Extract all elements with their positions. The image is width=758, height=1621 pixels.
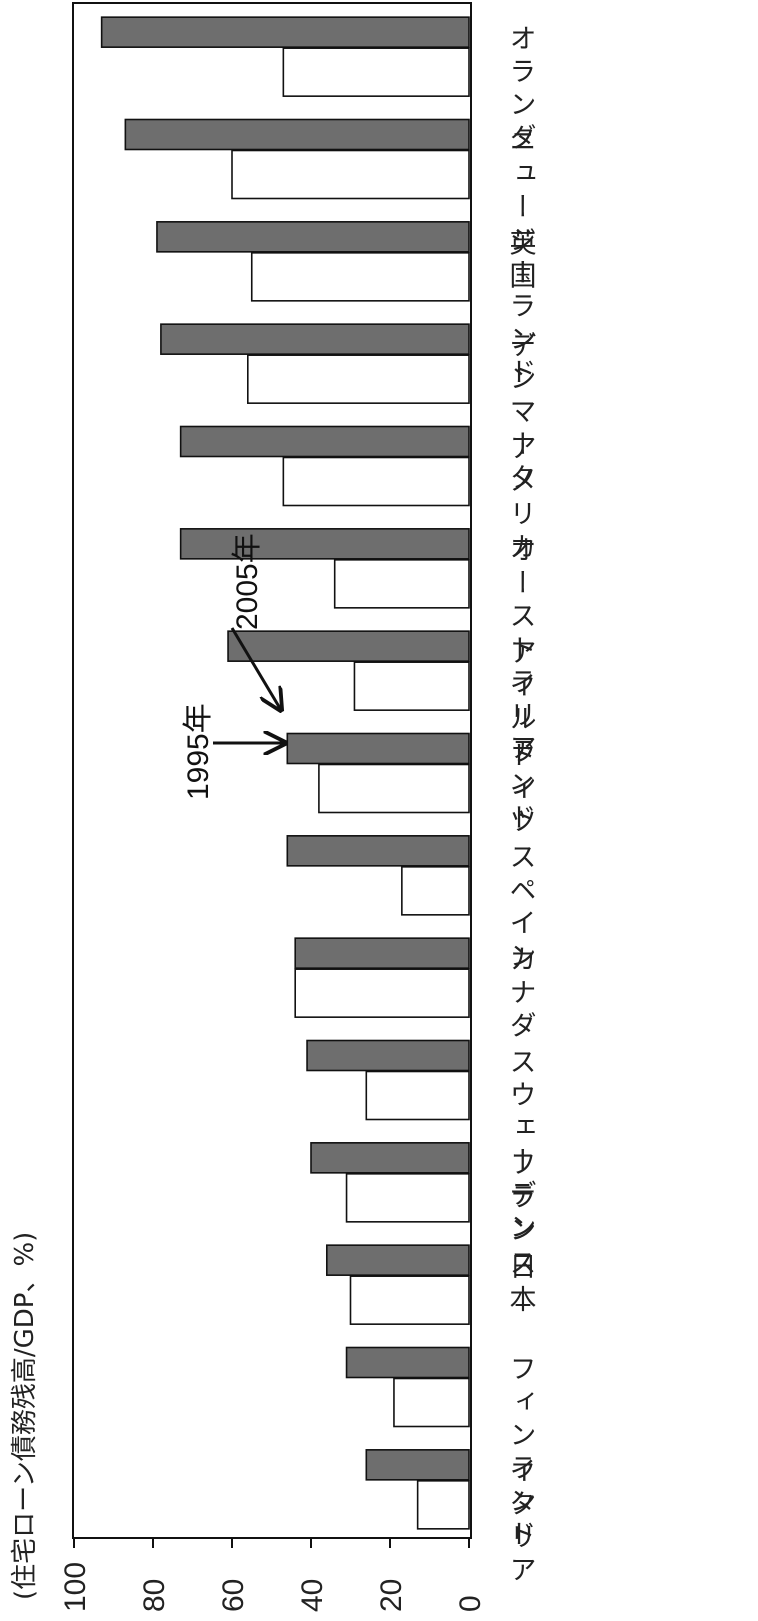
tick-label: 100 (59, 1562, 92, 1612)
bar-1995 (416, 1480, 470, 1530)
bar-2005 (179, 425, 470, 458)
category-label: デンマーク (505, 331, 536, 496)
category-label: アメリカ (505, 434, 536, 566)
bar-1995 (349, 1275, 470, 1325)
annotation-2005-arrow (230, 627, 281, 710)
bar-2005 (160, 323, 470, 355)
bar-2005 (365, 1449, 470, 1481)
bar-1995 (365, 1070, 470, 1121)
bar-2005 (100, 16, 470, 48)
bar-1995 (247, 354, 470, 404)
bar-1995 (318, 763, 470, 814)
bar-1995 (294, 968, 470, 1018)
bar-2005 (325, 1244, 470, 1276)
category-label: カナダ (505, 945, 536, 1044)
category-label: オーストラリア (505, 536, 536, 767)
tick-label: 40 (296, 1579, 329, 1612)
bar-1995 (401, 866, 470, 916)
plot-frame (72, 2, 472, 1539)
bar-2005 (179, 528, 470, 560)
annotation-2005: 2005年 (231, 533, 264, 630)
category-labels: オランダニュージーランド英国デンマークアメリカオーストラリアアイルランドドイツス… (505, 24, 537, 1589)
category-label: スペイン (505, 843, 536, 975)
category-label: スウェーデン (505, 1048, 536, 1246)
tick-label: 60 (217, 1579, 250, 1612)
bar-2005 (156, 221, 470, 253)
bar-1995 (333, 559, 470, 609)
bar-2005 (227, 630, 470, 662)
category-label: ニュージーランド (505, 127, 536, 391)
bar-1995 (231, 149, 470, 200)
bar-2005 (124, 118, 470, 151)
bar-1995 (393, 1377, 470, 1428)
tick-label: 20 (375, 1579, 408, 1612)
bar-2005 (345, 1346, 470, 1379)
bar-2005 (306, 1039, 470, 1072)
category-label: オランダ (505, 24, 536, 156)
annotation-1995: 1995年 (182, 703, 215, 800)
category-label: 日本 (505, 1252, 537, 1318)
bar-1995 (353, 661, 470, 711)
y-axis-label: (住宅ローン債務残高/GDP、%) (10, 1232, 40, 1600)
category-label: ドイツ (505, 741, 536, 840)
category-label: イタリア (505, 1457, 536, 1589)
category-label: 英国 (505, 229, 536, 295)
tick-label: 0 (454, 1595, 487, 1612)
category-label: アイルランド (505, 638, 536, 836)
bar-2005 (294, 937, 470, 969)
bar-1995 (282, 456, 470, 507)
bar-2005 (286, 732, 470, 765)
bar-1995 (282, 47, 470, 97)
bar-1995 (250, 252, 470, 302)
bar-2005 (286, 835, 470, 867)
bar-1995 (345, 1173, 470, 1223)
bars-group (100, 16, 470, 1530)
tick-label: 80 (138, 1579, 171, 1612)
axis-ticks: 100 80 60 40 20 0 (59, 1538, 487, 1612)
category-label: フランス (505, 1150, 536, 1282)
bar-2005 (310, 1142, 470, 1174)
category-label: フィンランド (505, 1355, 536, 1553)
